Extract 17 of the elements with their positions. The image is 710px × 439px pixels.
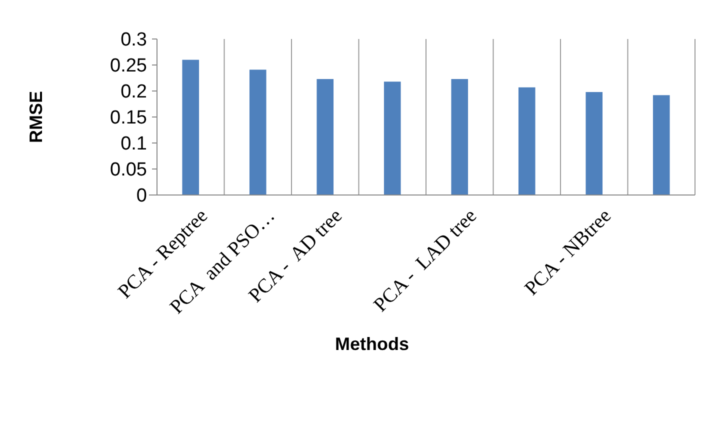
x-axis-title: Methods	[335, 334, 409, 354]
y-tick-label: 0.2	[120, 82, 147, 103]
y-tick-label: 0.15	[110, 108, 147, 129]
bar	[249, 70, 266, 195]
y-tick-label: 0.3	[120, 30, 147, 51]
y-tick-label: 0.05	[110, 160, 147, 181]
y-tick-label: 0	[136, 186, 147, 207]
bar	[451, 79, 468, 195]
y-axis-title: RMSE	[26, 90, 46, 144]
bar	[182, 60, 200, 195]
bar	[384, 82, 401, 195]
bar	[652, 95, 670, 195]
bar	[518, 87, 536, 195]
bar	[316, 79, 334, 195]
bar	[586, 92, 603, 195]
y-tick-label: 0.25	[110, 56, 147, 77]
y-tick-label: 0.1	[120, 134, 147, 155]
